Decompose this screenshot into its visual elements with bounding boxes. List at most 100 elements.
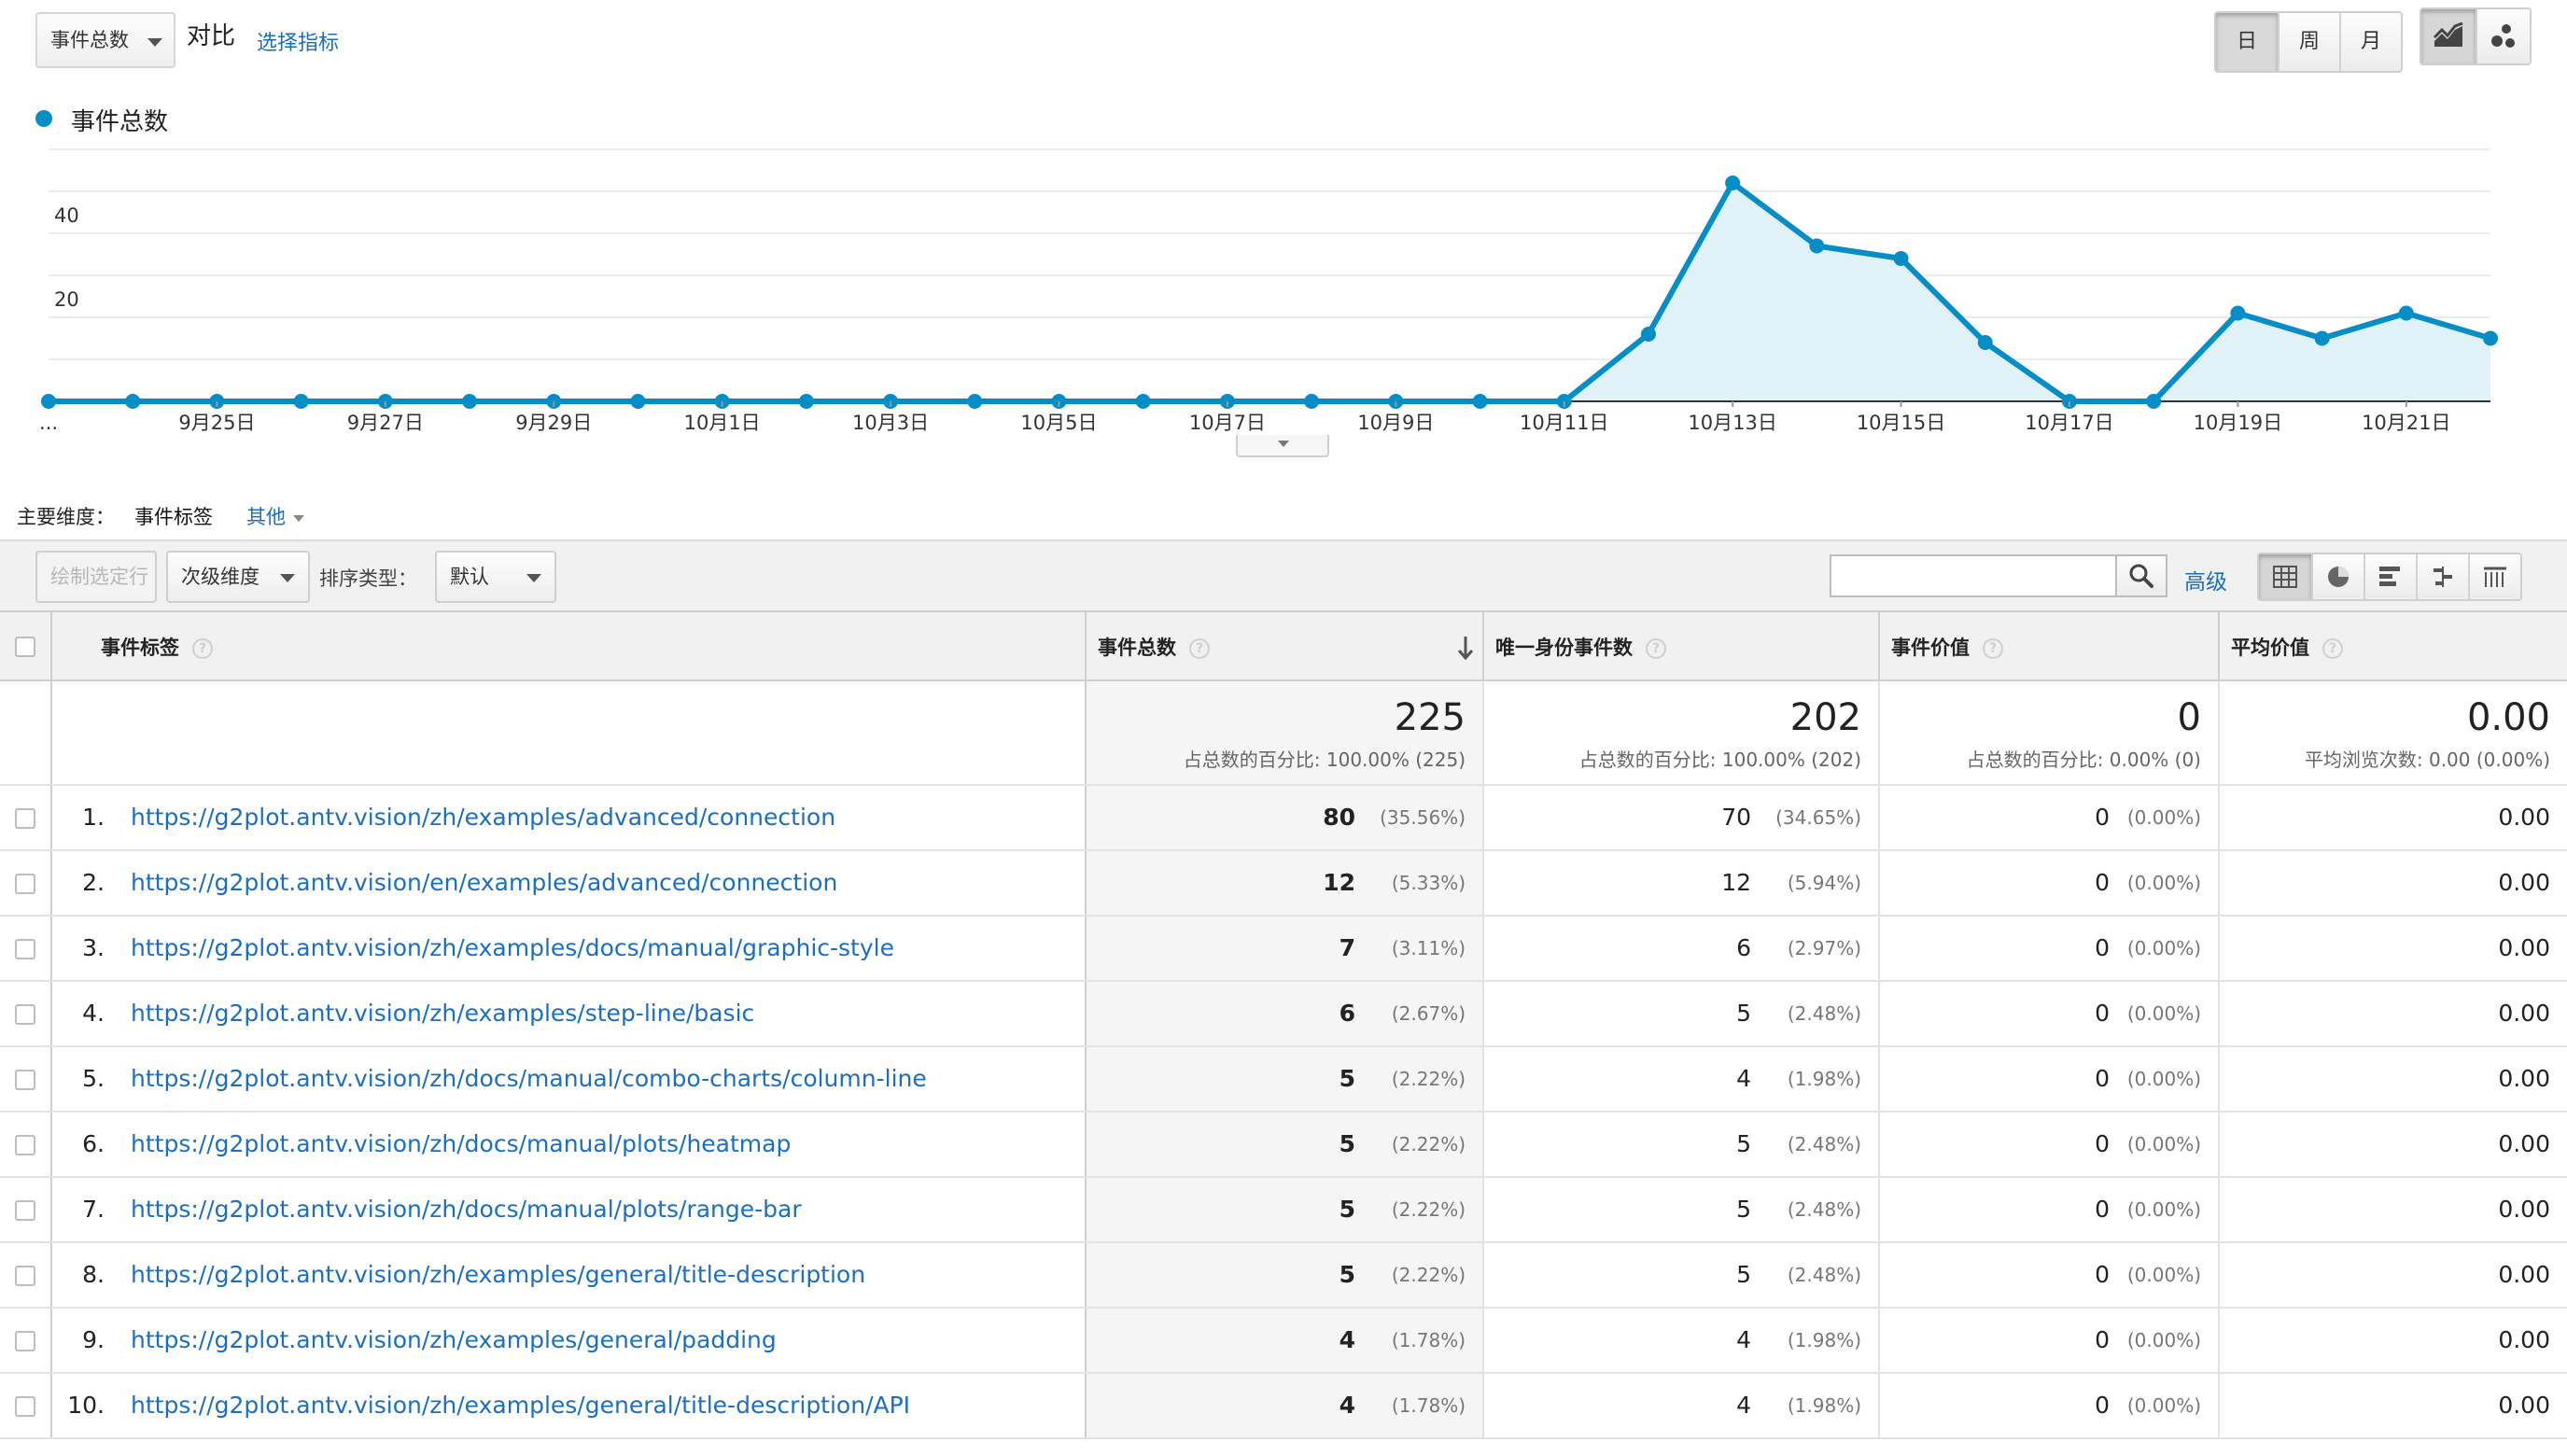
row-event-label-link[interactable]: https://g2plot.antv.vision/zh/examples/g… [131, 1326, 777, 1353]
row-avg-value-value: 0.00 [2498, 1196, 2550, 1223]
row-label-cell: 6. https://g2plot.antv.vision/zh/docs/man… [52, 1113, 1087, 1176]
row-total-events-value: 12 [1323, 869, 1355, 896]
search-icon [2129, 564, 2153, 588]
row-checkbox[interactable] [15, 1266, 35, 1286]
row-event-value: 0 (0.00%) [1880, 982, 2220, 1045]
row-checkbox[interactable] [15, 1331, 35, 1351]
header-avg-value[interactable]: 平均价值? [2220, 612, 2567, 679]
performance-view-button[interactable] [2364, 554, 2416, 599]
row-avg-value: 0.00 [2220, 982, 2567, 1045]
line-chart-button[interactable] [2421, 9, 2476, 63]
metric-select[interactable]: 事件总数 [35, 12, 175, 68]
x-tick-label: 10月5日 [1020, 412, 1097, 434]
row-event-value: 0 (0.00%) [1880, 1309, 2220, 1372]
row-event-label-link[interactable]: https://g2plot.antv.vision/zh/docs/manua… [131, 1196, 802, 1223]
totals-check-cell [0, 681, 52, 784]
row-total-events-value: 5 [1339, 1130, 1355, 1157]
header-avg-value-text: 平均价值 [2231, 637, 2309, 659]
header-event-label[interactable]: 事件标签? [52, 612, 1087, 679]
row-unique-events-pct: (2.97%) [1787, 937, 1861, 959]
row-total-events: 80 (35.56%) [1087, 786, 1484, 849]
table-row: 5. https://g2plot.antv.vision/zh/docs/man… [0, 1047, 2567, 1113]
row-event-label-link[interactable]: https://g2plot.antv.vision/zh/examples/d… [131, 934, 894, 961]
help-icon[interactable]: ? [192, 638, 213, 659]
table-header-row: 事件标签? 事件总数? 唯一身份事件数? 事件价值? 平均价值? [0, 610, 2567, 681]
pie-view-button[interactable] [2311, 554, 2364, 599]
advanced-filter-link[interactable]: 高级 [2184, 570, 2227, 595]
row-event-label-link[interactable]: https://g2plot.antv.vision/zh/examples/a… [131, 804, 836, 831]
y-tick-label: 60 [54, 140, 79, 143]
row-checkbox[interactable] [15, 808, 35, 829]
row-event-value-value: 0 [2095, 1000, 2110, 1027]
period-month-button[interactable]: 月 [2339, 13, 2401, 71]
plot-rows-button[interactable]: 绘制选定行 [35, 551, 157, 603]
help-icon[interactable]: ? [1646, 638, 1666, 659]
totals-total-events: 225 占总数的百分比: 100.00% (225) [1087, 681, 1484, 784]
data-point [630, 394, 646, 409]
row-avg-value-value: 0.00 [2498, 1326, 2550, 1353]
row-checkbox[interactable] [15, 1004, 35, 1025]
row-event-label-link[interactable]: https://g2plot.antv.vision/zh/examples/g… [131, 1392, 911, 1419]
header-unique-events[interactable]: 唯一身份事件数? [1484, 612, 1880, 679]
row-unique-events: 4 (1.98%) [1484, 1374, 1880, 1437]
secondary-dimension-dropdown[interactable]: 次级维度 [166, 551, 310, 603]
period-toggle: 日 周 月 [2214, 11, 2403, 73]
y-tick-label: 20 [54, 288, 79, 311]
row-event-label-link[interactable]: https://g2plot.antv.vision/en/examples/a… [131, 869, 838, 896]
totals-avg-value-sub: 平均浏览次数: 0.00 (0.00%) [2304, 749, 2550, 771]
table-row: 8. https://g2plot.antv.vision/zh/examples… [0, 1243, 2567, 1309]
sort-descending-icon [1457, 637, 1474, 661]
chevron-down-icon [280, 574, 295, 582]
help-icon[interactable]: ? [1983, 638, 2003, 659]
row-total-events: 5 (2.22%) [1087, 1047, 1484, 1111]
select-metric-link[interactable]: 选择指标 [257, 32, 340, 55]
sort-type-dropdown[interactable]: 默认 [435, 551, 556, 603]
row-label-cell: 3. https://g2plot.antv.vision/zh/examples… [52, 917, 1087, 980]
row-index: 8. [82, 1261, 105, 1288]
help-icon[interactable]: ? [1189, 638, 1210, 659]
header-total-events[interactable]: 事件总数? [1087, 612, 1484, 679]
row-event-value-value: 0 [2095, 804, 2110, 831]
chart-collapse-toggle[interactable] [1236, 435, 1329, 457]
data-table-view-button[interactable] [2259, 554, 2311, 599]
row-event-label-link[interactable]: https://g2plot.antv.vision/zh/examples/g… [131, 1261, 866, 1288]
period-day-button[interactable]: 日 [2216, 13, 2278, 71]
row-event-value: 0 (0.00%) [1880, 1178, 2220, 1241]
row-avg-value-value: 0.00 [2498, 1065, 2550, 1092]
x-tick-label: 10月7日 [1189, 412, 1266, 434]
row-label-cell: 2. https://g2plot.antv.vision/en/examples… [52, 851, 1087, 915]
row-event-label-link[interactable]: https://g2plot.antv.vision/zh/docs/manua… [131, 1065, 927, 1092]
compare-label: 对比 [187, 22, 236, 50]
table-search-input[interactable] [1830, 554, 2117, 597]
row-unique-events-value: 12 [1721, 869, 1751, 896]
pivot-view-button[interactable] [2468, 554, 2520, 599]
row-checkbox[interactable] [15, 939, 35, 959]
row-check-cell [0, 1374, 52, 1437]
row-event-value-pct: (0.00%) [2126, 1002, 2201, 1025]
row-total-events-value: 4 [1339, 1326, 1355, 1353]
pie-chart-icon [2328, 567, 2349, 587]
header-event-value[interactable]: 事件价值? [1880, 612, 2220, 679]
select-all-checkbox[interactable] [15, 637, 35, 657]
row-checkbox[interactable] [15, 1396, 35, 1417]
search-button[interactable] [2115, 554, 2167, 597]
row-checkbox[interactable] [15, 1135, 35, 1155]
data-point [1304, 394, 1320, 409]
row-total-events: 12 (5.33%) [1087, 851, 1484, 915]
motion-chart-button[interactable] [2476, 9, 2530, 63]
dimension-other-dropdown[interactable]: 其他 [246, 502, 304, 530]
row-event-label-link[interactable]: https://g2plot.antv.vision/zh/docs/manua… [131, 1130, 792, 1157]
period-week-button[interactable]: 周 [2278, 13, 2339, 71]
series-area [49, 183, 2490, 401]
row-total-events: 5 (2.22%) [1087, 1178, 1484, 1241]
row-checkbox[interactable] [15, 1200, 35, 1221]
comparison-view-button[interactable] [2416, 554, 2468, 599]
row-event-label-link[interactable]: https://g2plot.antv.vision/zh/examples/s… [131, 1000, 755, 1027]
data-point [1809, 238, 1825, 254]
row-check-cell [0, 1243, 52, 1307]
row-total-events-value: 80 [1323, 804, 1355, 831]
help-icon[interactable]: ? [2322, 638, 2343, 659]
row-checkbox[interactable] [15, 1070, 35, 1090]
row-checkbox[interactable] [15, 874, 35, 894]
row-total-events: 4 (1.78%) [1087, 1374, 1484, 1437]
